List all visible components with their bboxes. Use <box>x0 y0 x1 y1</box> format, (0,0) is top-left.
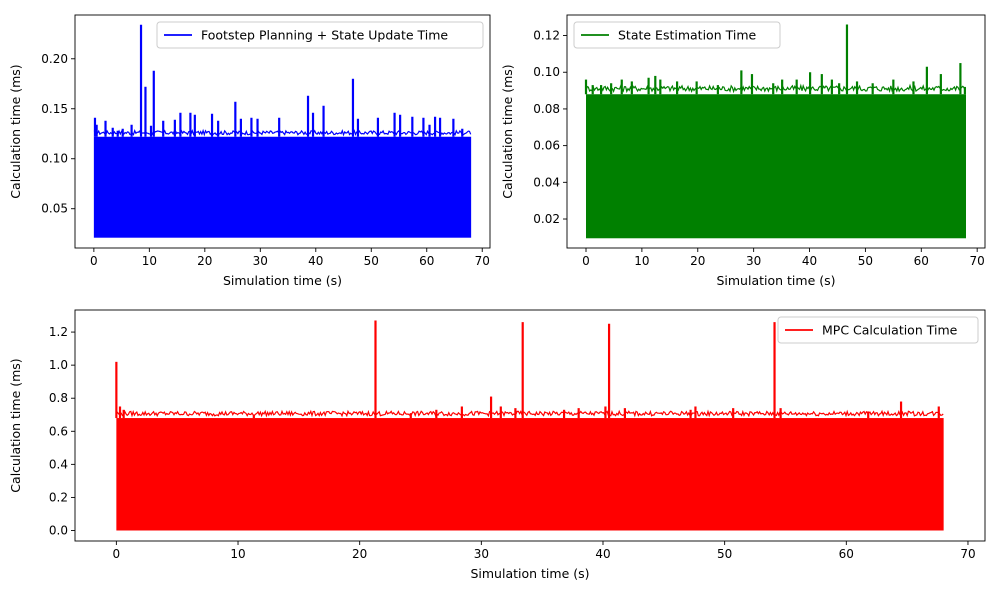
x-axis-label: Simulation time (s) <box>716 273 835 288</box>
x-tick-label: 10 <box>230 547 245 561</box>
y-tick-label: 0.6 <box>49 424 68 438</box>
y-tick-label: 0.06 <box>533 139 560 153</box>
y-tick-label: 0.08 <box>533 102 560 116</box>
plot-area <box>584 24 966 239</box>
x-tick-label: 20 <box>197 254 212 268</box>
y-tick-label: 0.02 <box>533 212 560 226</box>
legend-label: MPC Calculation Time <box>822 323 958 338</box>
x-tick-label: 0 <box>113 547 121 561</box>
x-tick-label: 70 <box>960 547 975 561</box>
x-tick-label: 0 <box>582 254 590 268</box>
y-tick-label: 0.4 <box>49 457 68 471</box>
x-axis-label: Simulation time (s) <box>470 566 589 581</box>
legend-label: Footstep Planning + State Update Time <box>201 28 448 43</box>
y-tick-label: 0.04 <box>533 175 560 189</box>
series-band <box>586 94 966 239</box>
y-axis-label: Calculation time (ms) <box>8 358 23 492</box>
x-tick-label: 30 <box>746 254 761 268</box>
legend: State Estimation Time <box>573 21 781 49</box>
plot-area <box>115 320 944 531</box>
x-axis-label: Simulation time (s) <box>223 273 342 288</box>
x-tick-label: 70 <box>970 254 985 268</box>
y-tick-label: 0.20 <box>41 52 68 66</box>
y-tick-label: 0.0 <box>49 524 68 538</box>
legend-label: State Estimation Time <box>618 28 756 43</box>
y-tick-label: 0.2 <box>49 490 68 504</box>
x-tick-label: 20 <box>352 547 367 561</box>
series-state-estimation <box>584 24 966 239</box>
x-tick-label: 0 <box>90 254 98 268</box>
x-tick-label: 40 <box>308 254 323 268</box>
x-tick-label: 60 <box>839 547 854 561</box>
x-tick-label: 60 <box>419 254 434 268</box>
y-tick-label: 0.10 <box>41 152 68 166</box>
series-mpc <box>115 320 944 531</box>
series-footstep <box>93 24 472 238</box>
axes-frame <box>74 14 491 249</box>
y-tick-label: 0.8 <box>49 391 68 405</box>
x-tick-label: 30 <box>253 254 268 268</box>
y-tick-label: 1.0 <box>49 358 68 372</box>
legend: Footstep Planning + State Update Time <box>156 21 484 49</box>
axes-frame <box>74 309 986 542</box>
y-axis-label: Calculation time (ms) <box>8 64 23 198</box>
x-tick-label: 50 <box>717 547 732 561</box>
chart-mpc: 0 10 20 30 40 50 60 70 0.0 0.2 0.4 0.6 0.8 1.0 1.2 Simu… <box>8 309 986 581</box>
x-tick-label: 10 <box>142 254 157 268</box>
chart-footstep: 0 10 20 30 40 50 60 70 0.05 0.10 0.15 0.20 Simulatio… <box>8 14 491 288</box>
legend: MPC Calculation Time <box>777 316 979 344</box>
legend-box <box>777 316 979 344</box>
y-tick-label: 0.05 <box>41 202 68 216</box>
x-tick-label: 20 <box>690 254 705 268</box>
chart-state-estimation: 0 10 20 30 40 50 60 70 0.02 0.04 0.06 0.08 0.10 0.12 S… <box>500 14 986 288</box>
axes-frame <box>566 14 986 249</box>
y-tick-label: 0.15 <box>41 102 68 116</box>
x-tick-label: 50 <box>364 254 379 268</box>
plot-area <box>93 24 472 238</box>
x-tick-label: 10 <box>634 254 649 268</box>
x-tick-label: 40 <box>802 254 817 268</box>
y-tick-label: 0.12 <box>533 29 560 43</box>
x-tick-label: 70 <box>475 254 490 268</box>
x-tick-label: 40 <box>595 547 610 561</box>
series-band <box>116 418 944 531</box>
y-tick-label: 0.10 <box>533 65 560 79</box>
x-tick-label: 60 <box>914 254 929 268</box>
legend-box <box>156 21 484 49</box>
x-tick-label: 30 <box>474 547 489 561</box>
y-axis-label: Calculation time (ms) <box>500 64 515 198</box>
series-upper-edge <box>93 128 472 137</box>
y-tick-label: 1.2 <box>49 325 68 339</box>
legend-box <box>573 21 781 49</box>
x-tick-label: 50 <box>858 254 873 268</box>
series-band <box>93 136 472 238</box>
